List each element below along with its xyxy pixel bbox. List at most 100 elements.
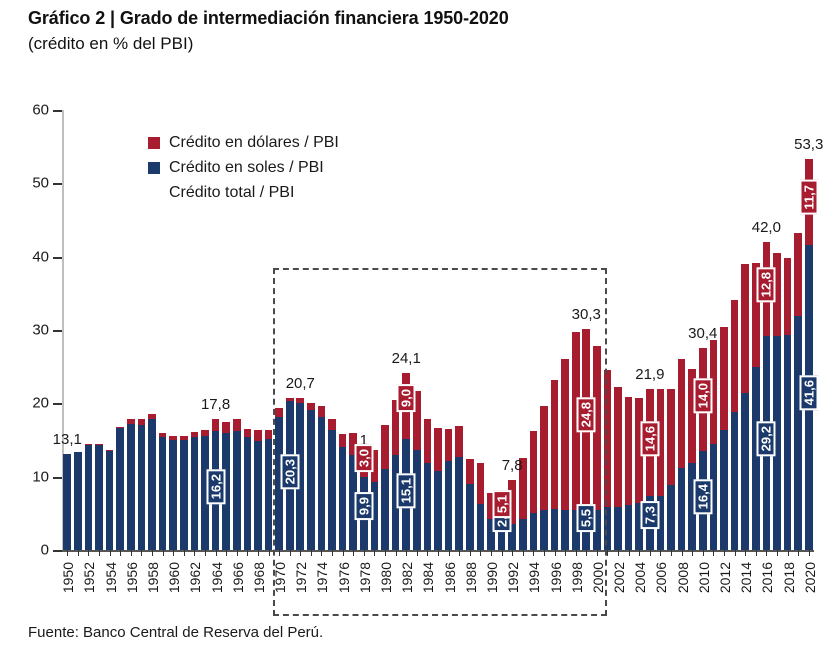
- x-tick-label: 2000: [589, 562, 606, 594]
- bar-1958[interactable]: [148, 414, 156, 550]
- x-tick-label: 2012: [716, 562, 733, 594]
- bar-1950[interactable]: [63, 453, 72, 550]
- bar-1989[interactable]: [476, 463, 485, 550]
- bar-2007[interactable]: [667, 389, 675, 550]
- bar-1985[interactable]: [434, 427, 442, 550]
- bar-2000[interactable]: [593, 346, 601, 550]
- bar-1972[interactable]: [296, 398, 305, 550]
- bar-2017[interactable]: [773, 253, 781, 550]
- bar-2013[interactable]: [730, 299, 739, 550]
- x-tick-label: 2004: [632, 562, 649, 594]
- bar-2020[interactable]: [804, 159, 813, 550]
- bar-1990[interactable]: [487, 492, 495, 550]
- x-tick-label: 2006: [653, 562, 670, 594]
- bar-segment-dolares: [593, 346, 601, 511]
- bar-1983[interactable]: [413, 390, 421, 550]
- bar-1994[interactable]: [529, 431, 538, 550]
- y-tick-mark: [53, 110, 62, 112]
- bar-1954[interactable]: [105, 449, 114, 550]
- bar-segment-soles: [254, 440, 262, 550]
- bar-1953[interactable]: [95, 444, 103, 550]
- bar-1988[interactable]: [465, 459, 474, 550]
- y-tick-mark: [53, 256, 62, 259]
- bar-1977[interactable]: [349, 433, 358, 550]
- bar-segment-soles: [455, 456, 463, 550]
- legend-item-0[interactable]: Crédito en dólares / PBI: [148, 130, 339, 155]
- bar-2015[interactable]: [751, 262, 760, 550]
- bar-1966[interactable]: [232, 419, 241, 550]
- bar-1980[interactable]: [381, 425, 389, 550]
- bar-segment-soles: [508, 523, 516, 550]
- bar-1987[interactable]: [455, 426, 463, 550]
- bar-segment-dolares: [381, 425, 389, 470]
- bar-segment-soles: [434, 470, 442, 550]
- bar-1956[interactable]: [127, 419, 135, 550]
- bar-2009[interactable]: [688, 368, 696, 550]
- bar-2001[interactable]: [603, 370, 612, 550]
- total-label-1950: 13,1: [52, 430, 82, 448]
- bar-1969[interactable]: [264, 430, 273, 550]
- bar-2011[interactable]: [709, 340, 718, 550]
- x-tick-mark: [734, 550, 736, 556]
- bar-2004[interactable]: [635, 398, 644, 550]
- bar-1961[interactable]: [179, 436, 188, 550]
- inbar-label-1991-dolares: 5,1: [492, 489, 512, 518]
- bar-segment-dolares: [105, 449, 114, 451]
- bar-2008[interactable]: [677, 359, 686, 550]
- inbar-label-1971-soles: 20,3: [280, 453, 300, 489]
- x-tick-mark: [363, 550, 365, 556]
- bar-1952[interactable]: [84, 443, 93, 550]
- bar-1965[interactable]: [222, 422, 230, 550]
- inbar-label-1999-soles: 5,5: [576, 504, 596, 533]
- bar-1963[interactable]: [201, 429, 209, 550]
- x-tick-mark: [215, 550, 217, 556]
- bar-1998[interactable]: [571, 332, 580, 550]
- x-tick-mark: [247, 550, 249, 556]
- bar-1960[interactable]: [169, 435, 178, 550]
- bar-2006[interactable]: [656, 389, 665, 550]
- x-tick-label: 2010: [695, 562, 712, 594]
- bar-1997[interactable]: [561, 358, 569, 550]
- inbar-label-1999-dolares: 24,8: [576, 397, 596, 433]
- inbar-label-2020-soles: 41,6: [799, 375, 819, 411]
- x-tick-mark: [639, 550, 641, 556]
- y-axis-line: [62, 110, 64, 550]
- bar-2019[interactable]: [794, 233, 802, 550]
- bar-1986[interactable]: [444, 429, 453, 550]
- x-tick-label: 1962: [187, 562, 204, 594]
- bar-1975[interactable]: [328, 419, 336, 550]
- bar-1968[interactable]: [254, 429, 262, 550]
- legend-item-1[interactable]: Crédito en soles / PBI: [148, 155, 339, 180]
- bar-1995[interactable]: [540, 406, 548, 550]
- bar-segment-dolares: [254, 429, 262, 441]
- bar-1996[interactable]: [550, 379, 559, 550]
- bar-1951[interactable]: [74, 451, 82, 550]
- bar-1957[interactable]: [137, 418, 146, 550]
- bar-1992[interactable]: [508, 479, 516, 550]
- bar-1976[interactable]: [338, 434, 347, 550]
- bar-1973[interactable]: [307, 402, 315, 550]
- legend-item-2[interactable]: Crédito total / PBI: [148, 180, 339, 205]
- bar-2018[interactable]: [783, 258, 792, 550]
- bar-1962[interactable]: [190, 431, 199, 550]
- bar-1984[interactable]: [423, 419, 432, 550]
- bar-1970[interactable]: [275, 408, 283, 550]
- bar-2002[interactable]: [614, 387, 622, 550]
- bar-1993[interactable]: [518, 457, 527, 550]
- bar-segment-soles: [571, 509, 580, 550]
- bar-segment-dolares: [603, 370, 612, 508]
- bar-1974[interactable]: [317, 405, 326, 550]
- bar-1981[interactable]: [391, 399, 400, 550]
- inbar-label-1964-soles: 16,2: [206, 468, 226, 504]
- bar-2014[interactable]: [741, 264, 749, 550]
- bar-1967[interactable]: [243, 429, 252, 550]
- bar-1979[interactable]: [370, 450, 379, 550]
- bar-2003[interactable]: [624, 396, 633, 550]
- bar-segment-dolares: [783, 258, 792, 336]
- bar-segment-soles: [179, 440, 188, 550]
- bar-1955[interactable]: [116, 426, 125, 550]
- bar-2012[interactable]: [720, 327, 728, 550]
- bar-1959[interactable]: [158, 433, 167, 550]
- bar-segment-dolares: [211, 419, 220, 432]
- x-tick-label: 1994: [526, 562, 543, 594]
